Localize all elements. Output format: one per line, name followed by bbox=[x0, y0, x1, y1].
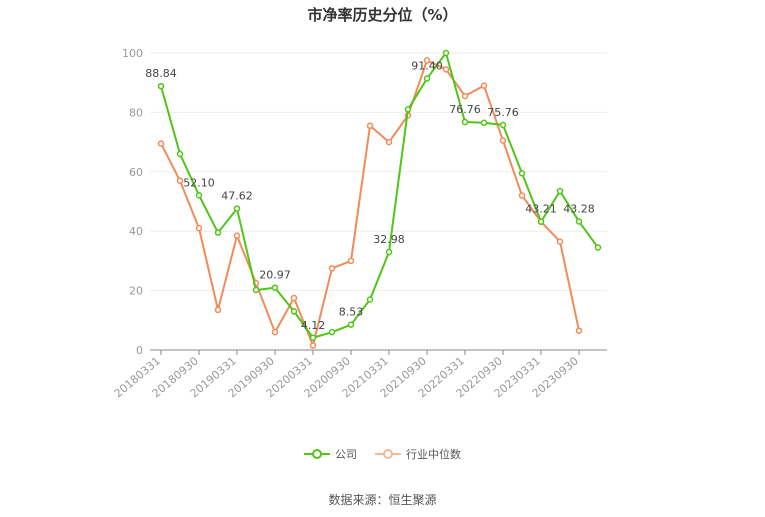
data-label: 76.76 bbox=[449, 103, 481, 116]
y-tick-label: 80 bbox=[129, 106, 143, 119]
data-point bbox=[366, 122, 374, 130]
data-label: 52.10 bbox=[183, 176, 215, 189]
data-point bbox=[328, 265, 336, 272]
data-point bbox=[347, 321, 355, 328]
data-point bbox=[461, 118, 469, 126]
data-point bbox=[442, 49, 450, 57]
source-note: 数据来源：恒生聚源 bbox=[328, 493, 437, 507]
legend-item-industry-median[interactable]: 行业中位数 bbox=[375, 446, 461, 462]
chart-title: 市净率历史分位（%） bbox=[307, 6, 458, 24]
data-point bbox=[214, 229, 222, 236]
data-point bbox=[290, 308, 298, 315]
data-point bbox=[442, 66, 450, 73]
legend-line-marker-icon bbox=[375, 449, 401, 459]
y-tick-label: 100 bbox=[122, 47, 143, 60]
series-line-company bbox=[160, 52, 599, 339]
legend-label-industry-median: 行业中位数 bbox=[406, 448, 461, 461]
data-point bbox=[176, 177, 184, 184]
data-label: 8.53 bbox=[339, 306, 364, 319]
data-point bbox=[157, 82, 165, 90]
data-point bbox=[176, 150, 184, 158]
data-point bbox=[518, 170, 526, 177]
data-point bbox=[556, 238, 564, 245]
data-point bbox=[271, 284, 279, 291]
data-point bbox=[423, 57, 431, 64]
data-point bbox=[309, 342, 317, 349]
axes: 0204060801002018033120180930201903312019… bbox=[112, 47, 607, 400]
y-tick-label: 60 bbox=[129, 166, 143, 179]
data-point bbox=[309, 334, 317, 342]
series-lines bbox=[157, 49, 602, 349]
data-point bbox=[195, 224, 203, 232]
data-point bbox=[271, 328, 279, 336]
legend-item-company[interactable]: 公司 bbox=[304, 446, 357, 462]
data-label: 75.76 bbox=[487, 106, 519, 119]
data-point bbox=[195, 192, 203, 199]
data-label: 43.21 bbox=[525, 203, 557, 216]
data-point bbox=[366, 296, 374, 303]
data-label: 47.62 bbox=[221, 190, 253, 203]
data-point bbox=[575, 218, 583, 225]
data-point bbox=[214, 306, 222, 314]
data-point bbox=[499, 121, 507, 129]
data-point bbox=[385, 248, 393, 256]
data-label: 88.84 bbox=[145, 67, 177, 80]
legend-line-marker-icon bbox=[304, 449, 330, 459]
grid-lines bbox=[150, 52, 607, 292]
data-point bbox=[518, 192, 526, 199]
data-point bbox=[347, 257, 355, 265]
data-point bbox=[404, 106, 412, 113]
data-point bbox=[157, 140, 165, 147]
legend: 公司 行业中位数 bbox=[0, 446, 765, 462]
y-tick-label: 40 bbox=[129, 225, 143, 238]
data-point bbox=[556, 187, 564, 195]
data-point bbox=[537, 218, 545, 225]
y-tick-label: 20 bbox=[129, 285, 143, 298]
data-point bbox=[423, 75, 431, 82]
series-line-industry-median bbox=[160, 59, 580, 347]
data-label: 4.12 bbox=[301, 319, 326, 332]
data-point bbox=[575, 327, 583, 334]
data-point bbox=[461, 92, 469, 100]
y-tick-label: 0 bbox=[136, 344, 143, 357]
data-label: 43.28 bbox=[563, 202, 595, 215]
data-point bbox=[594, 244, 602, 251]
data-label: 91.40 bbox=[411, 60, 443, 73]
data-point bbox=[480, 119, 488, 127]
legend-label-company: 公司 bbox=[335, 448, 357, 461]
data-point bbox=[233, 205, 241, 212]
data-point bbox=[252, 286, 260, 294]
data-labels: 88.84 52.10 47.62 20.97 4.12 8.53 32.98 91.40 76… bbox=[145, 60, 595, 332]
data-point bbox=[499, 137, 507, 144]
data-point bbox=[480, 82, 488, 89]
data-label: 32.98 bbox=[373, 233, 405, 246]
data-point bbox=[385, 138, 393, 146]
data-point bbox=[233, 232, 241, 239]
data-point bbox=[290, 294, 298, 302]
data-point bbox=[328, 328, 336, 336]
data-label: 20.97 bbox=[259, 269, 291, 282]
